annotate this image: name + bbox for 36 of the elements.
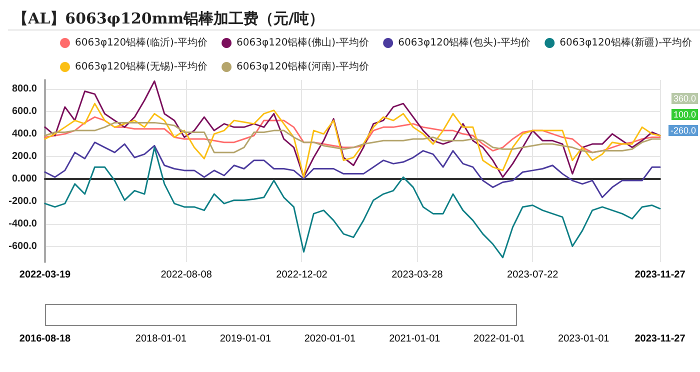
x2-tick-label: 2019-01-01	[220, 334, 272, 344]
legend-label: 6063φ120铝棒(佛山)-平均价	[236, 36, 370, 48]
legend-label: 6063φ120铝棒(包头)-平均价	[398, 36, 531, 48]
x2-tick-label: 2021-01-01	[389, 334, 441, 344]
legend-label: 6063φ120铝棒(新疆)-平均价	[560, 36, 692, 48]
x-tick-label: 2022-08-08	[160, 270, 212, 280]
y-tick-label: -200.0	[8, 196, 38, 207]
legend-label: 6063φ120铝棒(河南)-平均价	[236, 60, 370, 72]
legend-label: 6063φ120铝棒(临沂)-平均价	[75, 36, 208, 48]
x-tick-label: 2023-07-22	[507, 270, 559, 280]
x-tick-label: 2023-03-28	[392, 270, 444, 280]
x2-tick-label: 2018-01-01	[135, 334, 187, 344]
line-series	[44, 80, 661, 178]
x2-tick-label: 2020-01-01	[304, 334, 356, 344]
y-tick-label: 800.0	[12, 83, 38, 94]
x2-tick-label: 2023-01-01	[558, 334, 610, 344]
y-tick-label: -400.0	[8, 218, 38, 230]
y-tick-label: 400.0	[12, 128, 38, 140]
line-series	[44, 102, 661, 178]
x2-tick-label: 2016-08-18	[19, 334, 72, 344]
line-series	[44, 146, 661, 258]
y-tick-label: 200.0	[12, 150, 38, 162]
x-tick-label: 2022-12-02	[276, 270, 328, 280]
x-tick-label: 2023-11-27	[634, 270, 686, 280]
text: 360.0	[673, 94, 696, 104]
y-tick-label: -600.0	[8, 240, 38, 252]
text: -260.0	[670, 126, 696, 136]
x-tick-label: 2022-03-19	[19, 270, 72, 280]
line-series	[44, 142, 661, 198]
x2-tick-label: 2022-01-01	[474, 334, 526, 344]
y-tick-label: 0.000	[12, 173, 38, 184]
y-tick-label: 600.0	[12, 106, 38, 117]
text: 100.0	[673, 110, 696, 120]
chart-title: 【AL】6063φ120mm铝棒加工费（元/吨）	[13, 10, 324, 28]
legend-label: 6063φ120铝棒(无锡)-平均价	[75, 60, 208, 72]
x2-tick-label: 2023-11-27	[634, 334, 686, 344]
